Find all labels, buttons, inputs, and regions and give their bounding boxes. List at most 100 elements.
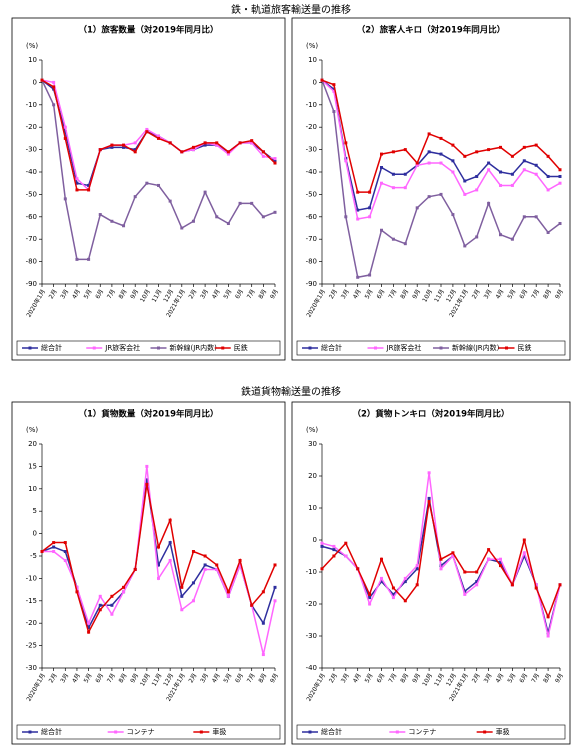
point <box>451 213 455 217</box>
point <box>75 585 79 589</box>
y-tick-label: -90 <box>26 280 37 288</box>
series-line <box>41 79 276 187</box>
point <box>191 148 195 152</box>
point <box>122 143 126 147</box>
x-tick-label: 6月 <box>376 288 387 300</box>
x-tick-label: 8月 <box>118 288 129 300</box>
point <box>415 564 419 568</box>
point <box>273 210 277 214</box>
point <box>427 150 431 154</box>
x-tick-label: 7月 <box>246 288 257 300</box>
legend-label: 民鉄 <box>518 343 532 352</box>
point <box>368 273 372 277</box>
point <box>427 132 431 136</box>
point <box>98 148 102 152</box>
point <box>391 186 395 190</box>
legend-frame <box>296 724 566 740</box>
point <box>98 213 102 217</box>
point <box>391 586 395 590</box>
legend-marker <box>483 730 487 734</box>
point <box>203 141 207 145</box>
legend-marker <box>92 346 96 350</box>
chart-title: （1）旅客数量（対2019年同月比） <box>78 25 218 36</box>
point <box>110 594 114 598</box>
point <box>439 152 443 156</box>
x-tick-label: 2月 <box>188 672 199 684</box>
point <box>145 482 149 486</box>
y-tick-label: 10 <box>28 485 37 493</box>
y-tick-label: 10 <box>28 56 37 64</box>
legend-marker <box>28 730 32 734</box>
point <box>522 215 526 219</box>
y-tick-label: -80 <box>26 258 37 266</box>
point <box>52 545 56 549</box>
point <box>439 557 443 561</box>
point <box>475 150 479 154</box>
x-tick-label: 5月 <box>506 288 517 300</box>
x-tick-label: 8月 <box>399 672 410 684</box>
y-tick-label: 0 <box>313 536 317 544</box>
x-tick-label: 3月 <box>59 672 70 684</box>
x-tick-label: 9月 <box>554 288 565 300</box>
point <box>215 141 219 145</box>
point <box>122 145 126 149</box>
point <box>87 630 91 634</box>
point <box>356 208 360 212</box>
point <box>499 564 502 568</box>
point <box>546 230 550 234</box>
point <box>87 621 91 625</box>
point <box>475 235 479 239</box>
point <box>380 152 383 156</box>
point <box>510 172 514 176</box>
point <box>273 599 277 603</box>
point <box>87 257 91 261</box>
point <box>510 183 514 187</box>
x-tick-label: 5月 <box>222 288 233 300</box>
legend-label: 新幹線(JR内数) <box>452 343 500 352</box>
point <box>356 217 360 221</box>
section-title: 鉄・軌道旅客輸送量の推移 <box>231 3 351 16</box>
point <box>180 608 184 612</box>
legend-marker <box>439 346 443 350</box>
x-tick-label: 11月 <box>433 288 446 303</box>
point <box>87 626 91 630</box>
point <box>133 150 137 154</box>
point <box>475 174 479 178</box>
point <box>191 599 195 603</box>
point <box>157 134 160 138</box>
y-tick-label: 10 <box>308 504 317 512</box>
x-tick-label: 6月 <box>376 672 387 684</box>
y-tick-label: -30 <box>306 632 317 640</box>
point <box>487 557 491 561</box>
point <box>250 141 254 145</box>
point <box>344 554 348 558</box>
point <box>191 145 195 149</box>
point <box>250 603 254 607</box>
y-axis-label: (%) <box>26 426 38 434</box>
y-tick-label: -20 <box>26 123 37 131</box>
point <box>368 596 372 600</box>
chart-frame <box>291 401 571 745</box>
x-tick-label: 3月 <box>483 672 494 684</box>
x-tick-label: 7月 <box>530 288 541 300</box>
x-tick-label: 8月 <box>257 288 268 300</box>
point <box>403 580 407 584</box>
x-tick-label: 8月 <box>542 672 553 684</box>
point <box>344 215 348 219</box>
point <box>391 596 395 600</box>
x-tick-label: 2020年1月 <box>305 672 327 703</box>
point <box>110 603 114 607</box>
point <box>463 154 467 158</box>
point <box>522 168 526 172</box>
x-tick-label: 5月 <box>222 672 233 684</box>
x-tick-label: 10月 <box>139 288 152 303</box>
point <box>273 159 277 163</box>
series-line <box>321 79 561 193</box>
point <box>534 586 538 590</box>
y-tick-label: 15 <box>28 462 37 470</box>
point <box>558 583 562 587</box>
point <box>451 551 455 555</box>
series-line <box>41 79 276 261</box>
point <box>451 554 455 558</box>
legend-marker <box>395 730 399 734</box>
